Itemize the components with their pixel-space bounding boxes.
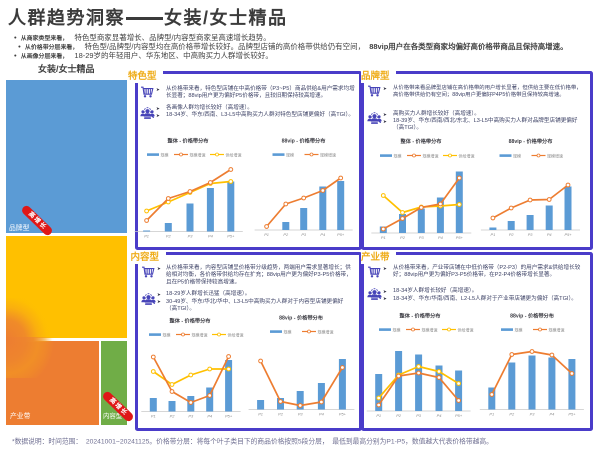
svg-text:P3: P3: [188, 414, 194, 419]
svg-text:P1: P1: [489, 412, 494, 417]
svg-text:整体 - 价格带分布: 整体 - 价格带分布: [170, 317, 211, 325]
svg-text:规模: 规模: [513, 152, 521, 158]
svg-text:整体 - 价格带分布: 整体 - 价格带分布: [401, 137, 442, 145]
svg-text:供给增速: 供给增速: [228, 331, 244, 337]
svg-text:P2: P2: [400, 235, 406, 240]
svg-text:规模增速: 规模增速: [318, 328, 334, 334]
svg-text:规模: 规模: [393, 326, 401, 332]
svg-text:P4: P4: [207, 414, 213, 419]
svg-text:P1: P1: [381, 235, 386, 240]
svg-text:P3: P3: [416, 413, 422, 418]
svg-text:供给增速: 供给增速: [459, 152, 475, 158]
svg-text:规模增速: 规模增速: [190, 151, 206, 157]
svg-text:P5+: P5+: [225, 414, 233, 419]
svg-text:整体 - 价格带分布: 整体 - 价格带分布: [400, 311, 441, 319]
svg-text:规模增速: 规模增速: [320, 151, 336, 157]
svg-text:P4: P4: [547, 232, 553, 237]
svg-text:P4: P4: [438, 235, 444, 240]
svg-text:P3: P3: [419, 235, 425, 240]
svg-text:P5+: P5+: [227, 234, 235, 239]
svg-text:P3: P3: [188, 234, 194, 239]
svg-text:P1: P1: [144, 234, 149, 239]
svg-text:整体 - 价格带分布: 整体 - 价格带分布: [168, 137, 209, 145]
svg-text:P1: P1: [151, 414, 156, 419]
svg-text:规模增速: 规模增速: [547, 152, 563, 158]
svg-text:规模增速: 规模增速: [422, 326, 438, 332]
svg-text:88vip - 价格带分布: 88vip - 价格带分布: [279, 314, 323, 322]
svg-text:P5+: P5+: [564, 232, 572, 237]
svg-text:P5+: P5+: [339, 412, 347, 417]
svg-text:P3: P3: [298, 412, 304, 417]
svg-text:规模: 规模: [161, 151, 169, 157]
svg-text:P1: P1: [258, 412, 263, 417]
svg-text:P1: P1: [491, 232, 496, 237]
svg-text:规模: 规模: [284, 328, 292, 334]
svg-text:P2: P2: [509, 232, 515, 237]
svg-text:P4: P4: [208, 234, 214, 239]
svg-text:P2: P2: [166, 234, 172, 239]
svg-text:88vip - 价格带分布: 88vip - 价格带分布: [510, 311, 554, 319]
svg-text:P4: P4: [320, 232, 326, 237]
svg-text:规模: 规模: [286, 151, 294, 157]
svg-text:P1: P1: [376, 413, 381, 418]
svg-text:P5+: P5+: [337, 232, 345, 237]
svg-text:88vip - 价格带分布: 88vip - 价格带分布: [509, 137, 553, 145]
svg-text:规模增速: 规模增速: [192, 331, 208, 337]
svg-text:P5+: P5+: [456, 235, 464, 240]
svg-text:P1: P1: [264, 232, 269, 237]
svg-text:P2: P2: [509, 412, 515, 417]
svg-text:P4: P4: [319, 412, 325, 417]
svg-text:P2: P2: [278, 412, 284, 417]
svg-text:规模增速: 规模增速: [423, 152, 439, 158]
svg-text:规模增速: 规模增速: [549, 326, 565, 332]
svg-text:供给增速: 供给增速: [226, 151, 242, 157]
svg-text:P5+: P5+: [568, 412, 576, 417]
svg-text:P4: P4: [437, 413, 443, 418]
svg-text:P2: P2: [396, 413, 402, 418]
svg-text:88vip - 价格带分布: 88vip - 价格带分布: [282, 137, 326, 145]
svg-text:P2: P2: [170, 414, 176, 419]
svg-text:P2: P2: [283, 232, 289, 237]
svg-text:规模: 规模: [163, 331, 171, 337]
svg-text:P5+: P5+: [455, 413, 463, 418]
svg-text:供给增速: 供给增速: [458, 326, 474, 332]
svg-text:P3: P3: [301, 232, 307, 237]
svg-text:规模: 规模: [394, 152, 402, 158]
svg-text:P3: P3: [528, 232, 534, 237]
svg-text:P3: P3: [530, 412, 536, 417]
svg-text:P4: P4: [550, 412, 556, 417]
svg-text:规模: 规模: [515, 326, 523, 332]
